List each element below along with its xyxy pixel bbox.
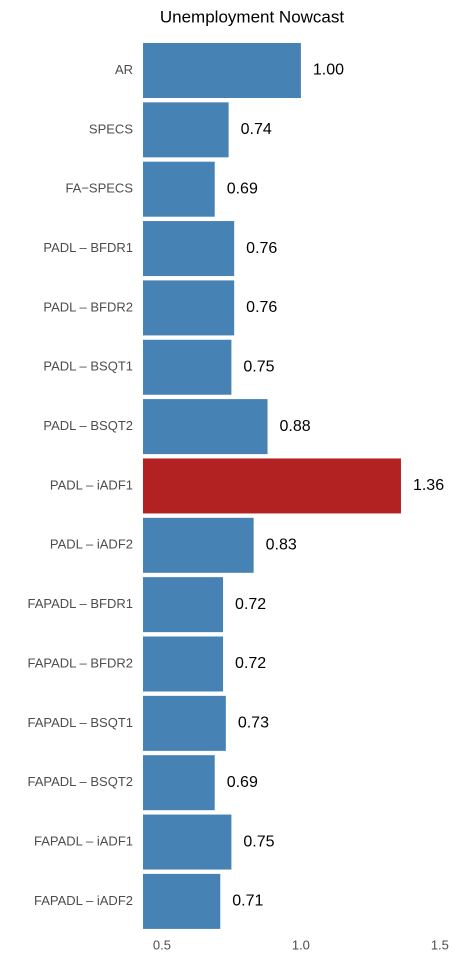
value-label: 0.72 <box>235 655 266 672</box>
x-tick-label: 1.5 <box>431 937 449 952</box>
y-tick-label: PADL – iADF1 <box>50 477 133 492</box>
y-tick-label: AR <box>115 62 133 77</box>
value-label: 0.76 <box>246 240 277 257</box>
bar <box>143 43 301 98</box>
bar <box>143 873 221 929</box>
y-tick-label: FAPADL – iADF1 <box>34 833 133 848</box>
value-label: 0.69 <box>227 180 258 197</box>
bar <box>143 161 215 217</box>
y-tick-label: PADL – BFDR2 <box>43 299 133 314</box>
value-label: 0.74 <box>241 121 272 138</box>
bar <box>143 755 215 811</box>
bar <box>143 814 232 870</box>
value-label: 0.75 <box>243 358 274 375</box>
bar <box>143 280 235 336</box>
bar <box>143 636 224 692</box>
value-label: 1.36 <box>413 477 444 494</box>
value-label: 0.73 <box>238 715 269 732</box>
value-label: 0.76 <box>246 299 277 316</box>
bar <box>143 577 224 633</box>
value-label: 1.00 <box>313 62 344 79</box>
value-label: 0.69 <box>227 774 258 791</box>
value-label: 0.83 <box>266 537 297 554</box>
y-tick-label: SPECS <box>89 121 133 136</box>
value-label: 0.71 <box>232 893 263 910</box>
bar <box>143 458 401 514</box>
value-label: 0.88 <box>280 418 311 435</box>
bar <box>143 221 235 277</box>
y-tick-label: PADL – iADF2 <box>50 537 133 552</box>
bar <box>143 695 226 751</box>
y-tick-label: FAPADL – BSQT1 <box>28 715 134 730</box>
bar <box>143 399 268 455</box>
bar <box>143 339 232 395</box>
y-tick-label: FA−SPECS <box>65 181 133 196</box>
y-tick-label: FAPADL – iADF2 <box>34 893 133 908</box>
chart-title: Unemployment Nowcast <box>160 7 345 26</box>
y-tick-label: PADL – BSQT2 <box>43 418 133 433</box>
y-tick-label: PADL – BSQT1 <box>43 359 133 374</box>
y-tick-label: FAPADL – BFDR1 <box>28 596 133 611</box>
y-tick-label: PADL – BFDR1 <box>43 240 133 255</box>
x-tick-label: 0.5 <box>153 937 171 952</box>
y-tick-label: FAPADL – BFDR2 <box>28 655 133 670</box>
value-label: 0.75 <box>243 833 274 850</box>
bar <box>143 517 254 573</box>
x-tick-label: 1.0 <box>292 937 310 952</box>
value-label: 0.72 <box>235 596 266 613</box>
bar <box>143 102 229 158</box>
y-tick-label: FAPADL – BSQT2 <box>28 774 134 789</box>
